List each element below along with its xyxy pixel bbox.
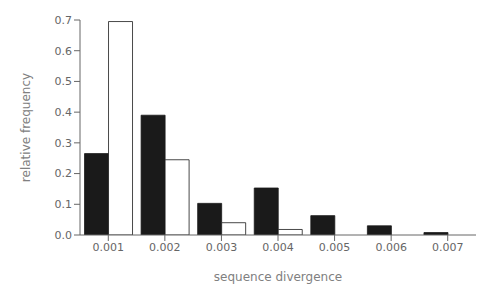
svg-text:0.0: 0.0: [55, 229, 73, 242]
svg-text:0.7: 0.7: [55, 14, 73, 27]
svg-text:sequence divergence: sequence divergence: [214, 270, 342, 284]
svg-text:0.1: 0.1: [55, 198, 73, 211]
svg-text:0.4: 0.4: [55, 106, 73, 119]
svg-text:0.001: 0.001: [93, 241, 125, 254]
svg-text:0.002: 0.002: [149, 241, 181, 254]
svg-text:0.006: 0.006: [375, 241, 407, 254]
svg-text:0.003: 0.003: [206, 241, 238, 254]
svg-text:0.2: 0.2: [55, 167, 73, 180]
svg-text:0.6: 0.6: [55, 45, 73, 58]
svg-text:relative frequency: relative frequency: [19, 73, 33, 182]
svg-text:0.3: 0.3: [55, 137, 73, 150]
svg-text:0.007: 0.007: [432, 241, 464, 254]
svg-text:0.5: 0.5: [55, 75, 73, 88]
svg-text:0.004: 0.004: [262, 241, 294, 254]
svg-text:0.005: 0.005: [319, 241, 351, 254]
